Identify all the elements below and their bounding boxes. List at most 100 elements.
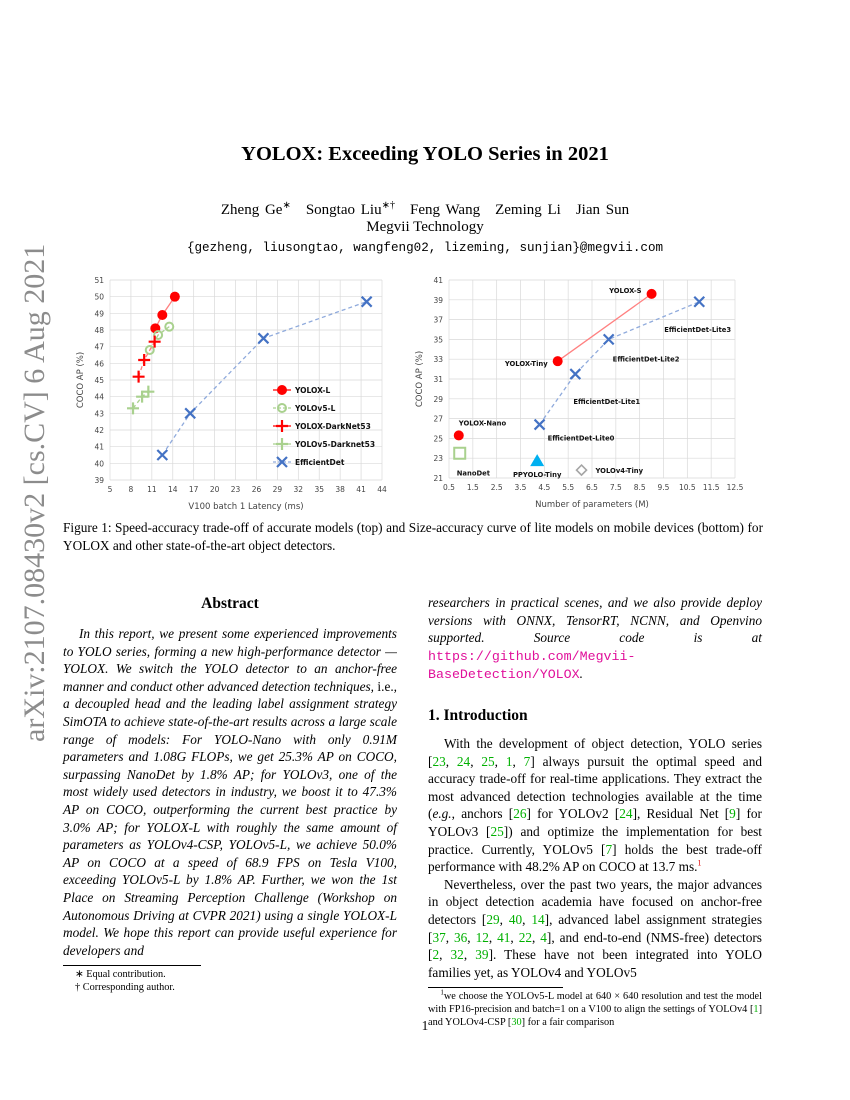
- text-span: ,: [445, 753, 457, 769]
- citation-link[interactable]: 1: [753, 1004, 759, 1016]
- citation-link[interactable]: 37: [432, 929, 446, 945]
- y-tick-label: 41: [94, 443, 104, 452]
- data-point-yolov5-l: [164, 321, 175, 332]
- author-name: Zeming Li: [495, 202, 561, 218]
- x-tick-label: 3.5: [515, 483, 527, 492]
- text-span: In this report, we present some experien…: [63, 626, 397, 694]
- citation-link[interactable]: 23: [432, 753, 446, 769]
- x-tick-label: 2.5: [491, 483, 503, 492]
- citation-link[interactable]: 22: [518, 929, 532, 945]
- citation-link[interactable]: 32: [450, 947, 464, 963]
- legend-entry: EfficientDet: [295, 458, 345, 467]
- x-tick-label: 9.5: [658, 483, 670, 492]
- y-tick-label: 27: [433, 415, 443, 424]
- author-name: Zheng Ge: [220, 202, 283, 218]
- text-span: ,: [522, 911, 532, 927]
- intro-paragraph: With the development of object detection…: [428, 735, 762, 876]
- text-span: ,: [512, 753, 524, 769]
- y-tick-label: 45: [94, 376, 104, 385]
- x-tick-label: 20: [210, 485, 220, 494]
- affiliation: Megvii Technology: [366, 219, 484, 235]
- legend-entry: YOLOv5-Darknet53: [294, 440, 375, 449]
- citation-link[interactable]: 40: [508, 911, 523, 927]
- data-point-yolox-l: [157, 310, 168, 320]
- point-label: YOLOX-Tiny: [504, 360, 548, 368]
- data-point-efficientdet-lite: [533, 418, 546, 431]
- text-span: ,: [531, 929, 541, 945]
- arxiv-stamp: arXiv:2107.08430v2 [cs.CV] 6 Aug 2021: [18, 243, 51, 742]
- y-tick-label: 49: [94, 309, 104, 318]
- citation-link[interactable]: 39: [475, 947, 489, 963]
- citation-link[interactable]: 26: [513, 806, 527, 822]
- text-span: 1: [440, 988, 444, 997]
- data-point-efficientdet: [360, 295, 373, 308]
- citation-link[interactable]: 29: [486, 911, 500, 927]
- x-tick-label: 12.5: [727, 483, 744, 492]
- text-span: ,: [494, 753, 506, 769]
- data-point-yolov5-darknet53: [142, 385, 155, 398]
- citation-link[interactable]: 24: [619, 806, 633, 822]
- x-tick-label: 10.5: [679, 483, 696, 492]
- latency-accuracy-chart: 5 8 11 14 17 20 23 26 29 32 35 38 41 44 39 40 41 42 43 44 45…: [76, 276, 387, 512]
- y-tick-label: 39: [94, 476, 104, 485]
- data-point-efficientdet: [257, 332, 270, 345]
- point-label: YOLOX-S: [608, 287, 642, 295]
- text-span: ,: [510, 929, 519, 945]
- y-tick-label: 51: [94, 276, 104, 285]
- x-tick-label: 23: [231, 485, 241, 494]
- x-tick-label: 5: [108, 485, 113, 494]
- y-tick-label: 50: [94, 293, 104, 302]
- footnote-equal-contribution: ∗ Equal contribution.: [75, 969, 166, 981]
- legend-entry: YOLOX-L: [294, 386, 330, 395]
- text-span: ], advanced label assignment strategies …: [428, 911, 763, 945]
- y-tick-label: 21: [433, 474, 443, 483]
- footnote-marker[interactable]: 1: [697, 858, 702, 868]
- point-label: NanoDet: [457, 469, 491, 477]
- x-tick-label: 29: [273, 485, 283, 494]
- x-axis-label: V100 batch 1 Latency (ms): [188, 502, 303, 512]
- author-mark: ∗†: [381, 200, 395, 211]
- point-label: EfficientDet-Lite1: [573, 398, 640, 406]
- text-span: , anchors [: [451, 806, 514, 822]
- y-axis-label: COCO AP (%): [76, 352, 86, 408]
- data-point-efficientdet: [156, 449, 169, 461]
- text-span: ,: [467, 929, 476, 945]
- footnote-rule: [63, 965, 201, 967]
- y-axis-label: COCO AP (%): [415, 351, 425, 407]
- citation-link[interactable]: 30: [511, 1017, 522, 1029]
- introduction-heading: 1. Introduction: [428, 706, 528, 724]
- size-accuracy-chart: 0.5 1.5 2.5 3.5 4.5 5.5 6.5 7.5 8.5 9.5 10.5 11.5 12…: [415, 276, 744, 510]
- y-tick-label: 33: [433, 355, 443, 364]
- footnote-corresponding-author: † Corresponding author.: [75, 982, 175, 994]
- citation-link[interactable]: 4: [540, 929, 547, 945]
- citation-link[interactable]: 25: [490, 823, 504, 839]
- legend-marker: [277, 385, 287, 395]
- citation-link[interactable]: 14: [531, 911, 545, 927]
- text-span: ,: [445, 929, 454, 945]
- legend-entry: YOLOX-DarkNet53: [294, 422, 371, 431]
- citation-link[interactable]: 12: [475, 929, 489, 945]
- citation-link[interactable]: 7: [523, 753, 531, 769]
- left-column: Abstract In this report, we present some…: [63, 594, 397, 994]
- text-span: ] and YOLOv4-CSP [: [428, 1004, 762, 1029]
- data-point-yolov5-darknet53: [127, 402, 140, 415]
- legend-entry: YOLOv5-L: [294, 404, 336, 413]
- citation-link[interactable]: 2: [432, 947, 440, 963]
- github-link[interactable]: https://github.com/Megvii-BaseDetection/…: [428, 648, 636, 683]
- citation-link[interactable]: 24: [456, 753, 471, 769]
- legend-marker: [277, 403, 287, 413]
- citation-link[interactable]: 1: [505, 753, 513, 769]
- citation-link[interactable]: 36: [454, 929, 468, 945]
- text-span: researchers in practical scenes, and we …: [428, 595, 762, 646]
- text-span: ] for YOLOv2 [: [526, 806, 620, 822]
- citation-link[interactable]: 25: [481, 753, 495, 769]
- citation-link[interactable]: 41: [497, 929, 511, 945]
- x-tick-label: 41: [356, 485, 366, 494]
- y-tick-label: 40: [94, 459, 104, 468]
- citation-link[interactable]: 7: [605, 841, 613, 857]
- text-span: ]. These have not been integrated into Y…: [428, 947, 763, 980]
- citation-link[interactable]: 9: [729, 806, 736, 822]
- data-point-yolox: [646, 288, 657, 299]
- x-axis-label: Number of parameters (M): [535, 500, 649, 510]
- text-span: ] for YOLOv3 [: [428, 806, 762, 839]
